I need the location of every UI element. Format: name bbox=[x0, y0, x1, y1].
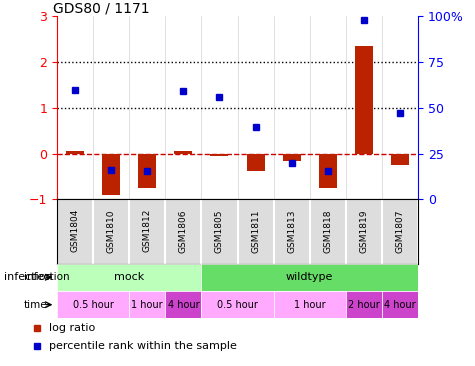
Bar bbox=[382, 291, 418, 318]
Text: 1 hour: 1 hour bbox=[294, 300, 325, 310]
Bar bbox=[210, 154, 228, 156]
Text: time: time bbox=[24, 300, 48, 310]
Bar bbox=[66, 152, 84, 154]
Text: wildtype: wildtype bbox=[286, 272, 333, 282]
Bar bbox=[283, 154, 301, 161]
Bar bbox=[201, 264, 418, 291]
Bar bbox=[391, 154, 409, 165]
Bar bbox=[57, 264, 201, 291]
Text: GSM1818: GSM1818 bbox=[323, 209, 332, 253]
Bar bbox=[319, 154, 337, 188]
Text: GSM1805: GSM1805 bbox=[215, 209, 224, 253]
Text: 0.5 hour: 0.5 hour bbox=[73, 300, 114, 310]
Bar bbox=[346, 291, 382, 318]
Text: log ratio: log ratio bbox=[48, 322, 95, 333]
Text: GSM1811: GSM1811 bbox=[251, 209, 260, 253]
Text: GSM1810: GSM1810 bbox=[107, 209, 115, 253]
Text: 1 hour: 1 hour bbox=[132, 300, 163, 310]
Text: GSM1813: GSM1813 bbox=[287, 209, 296, 253]
Text: 0.5 hour: 0.5 hour bbox=[217, 300, 258, 310]
Text: mock: mock bbox=[114, 272, 144, 282]
Text: GSM1812: GSM1812 bbox=[143, 209, 152, 253]
Bar bbox=[57, 291, 129, 318]
Bar bbox=[274, 291, 346, 318]
Text: 4 hour: 4 hour bbox=[384, 300, 416, 310]
Text: 2 hour: 2 hour bbox=[348, 300, 380, 310]
Bar bbox=[102, 154, 120, 195]
Text: GDS80 / 1171: GDS80 / 1171 bbox=[53, 1, 150, 15]
Text: GSM1804: GSM1804 bbox=[71, 209, 79, 253]
Text: infection: infection bbox=[4, 272, 52, 282]
Text: GSM1806: GSM1806 bbox=[179, 209, 188, 253]
Text: 4 hour: 4 hour bbox=[168, 300, 199, 310]
Text: GSM1807: GSM1807 bbox=[396, 209, 404, 253]
Bar bbox=[174, 150, 192, 154]
Text: percentile rank within the sample: percentile rank within the sample bbox=[48, 341, 237, 351]
Bar bbox=[247, 154, 265, 171]
Bar bbox=[165, 291, 201, 318]
Bar bbox=[138, 154, 156, 188]
Text: infection: infection bbox=[24, 272, 69, 282]
Bar bbox=[129, 291, 165, 318]
Bar bbox=[201, 291, 274, 318]
Bar bbox=[355, 46, 373, 154]
Text: GSM1819: GSM1819 bbox=[360, 209, 368, 253]
